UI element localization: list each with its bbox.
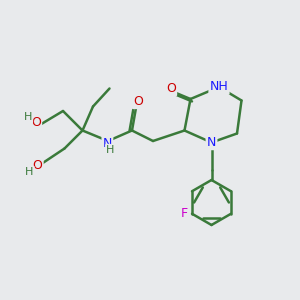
Text: NH: NH (210, 80, 228, 94)
Text: H: H (24, 112, 32, 122)
Text: H: H (25, 167, 34, 177)
Text: N: N (207, 136, 216, 149)
Text: F: F (181, 207, 188, 220)
Text: N: N (103, 137, 112, 150)
Text: O: O (133, 95, 143, 108)
Text: O: O (31, 116, 41, 129)
Text: O: O (166, 82, 176, 95)
Text: O: O (33, 159, 42, 172)
Text: H: H (106, 145, 115, 155)
